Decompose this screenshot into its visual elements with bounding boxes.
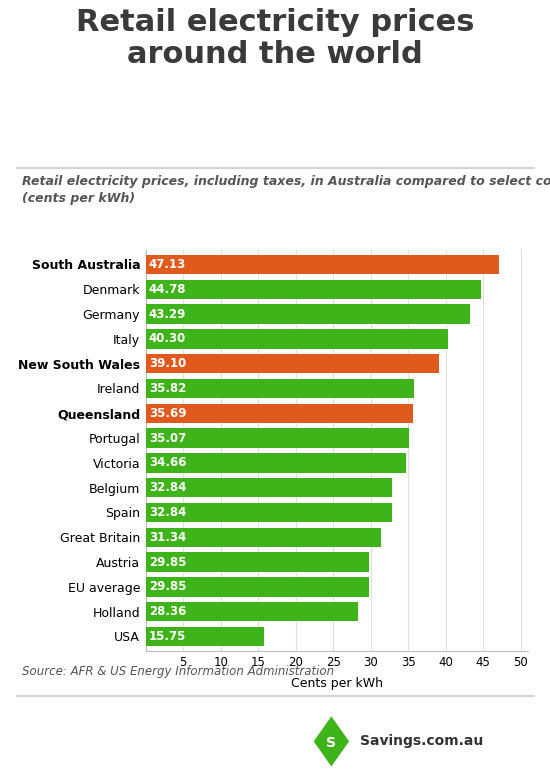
Bar: [146, 453, 405, 473]
Text: 40.30: 40.30: [148, 332, 186, 346]
Bar: [146, 403, 413, 423]
Text: 47.13: 47.13: [148, 258, 186, 271]
Text: 29.85: 29.85: [148, 555, 186, 569]
Text: 35.69: 35.69: [148, 406, 186, 420]
Text: 31.34: 31.34: [148, 530, 186, 544]
Text: Savings.com.au: Savings.com.au: [360, 734, 483, 748]
Text: 43.29: 43.29: [148, 307, 186, 321]
Text: 39.10: 39.10: [148, 357, 186, 370]
Bar: [146, 527, 381, 547]
Text: Retail electricity prices, including taxes, in Australia compared to select coun: Retail electricity prices, including tax…: [22, 176, 550, 205]
Text: 15.75: 15.75: [148, 630, 186, 643]
Bar: [146, 279, 481, 299]
Text: 32.84: 32.84: [148, 506, 186, 519]
Bar: [146, 354, 439, 374]
Text: 29.85: 29.85: [148, 580, 186, 594]
Text: S: S: [326, 736, 337, 750]
Polygon shape: [312, 714, 350, 768]
Bar: [146, 478, 392, 498]
X-axis label: Cents per kWh: Cents per kWh: [291, 678, 383, 690]
Bar: [146, 503, 392, 522]
Bar: [146, 552, 370, 572]
Text: 35.82: 35.82: [148, 382, 186, 395]
Text: Retail electricity prices
around the world: Retail electricity prices around the wor…: [76, 8, 474, 69]
Bar: [146, 304, 470, 324]
Text: 28.36: 28.36: [148, 605, 186, 618]
Bar: [146, 379, 414, 398]
Bar: [146, 577, 370, 597]
Bar: [146, 329, 448, 349]
Bar: [146, 428, 409, 448]
Text: 32.84: 32.84: [148, 481, 186, 495]
Text: Source: AFR & US Energy Information Administration: Source: AFR & US Energy Information Admi…: [22, 665, 334, 678]
Bar: [146, 255, 499, 274]
Text: 35.07: 35.07: [148, 431, 186, 445]
Bar: [146, 602, 358, 622]
Text: 44.78: 44.78: [148, 283, 186, 296]
Bar: [146, 627, 264, 646]
Text: 34.66: 34.66: [148, 456, 186, 470]
